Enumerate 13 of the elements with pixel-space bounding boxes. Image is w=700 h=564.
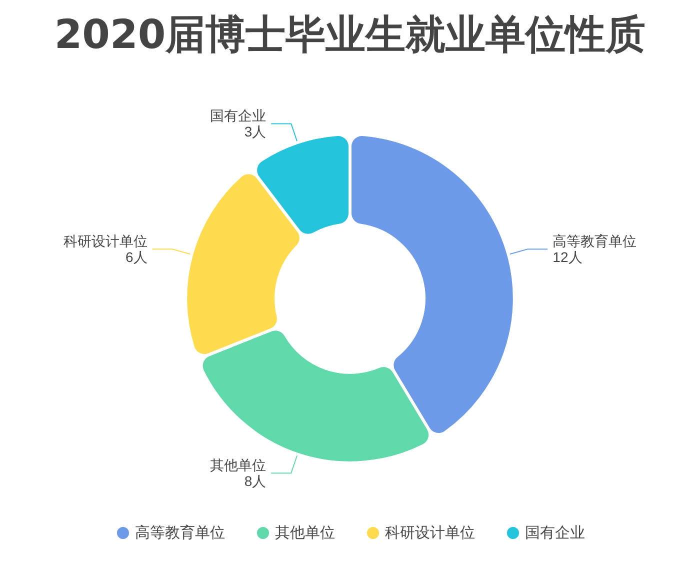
data-label: 3人: [244, 124, 266, 140]
legend-label: 科研设计单位: [385, 524, 475, 542]
slice-label: 科研设计单位: [63, 233, 148, 250]
data-label: 12人: [552, 249, 582, 266]
slice-label: 国有企业: [210, 108, 266, 124]
legend-label: 其他单位: [275, 524, 335, 542]
slice-label: 其他单位: [210, 457, 266, 474]
data-label: 8人: [244, 473, 266, 490]
slice-label: 高等教育单位: [552, 233, 637, 250]
legend-label: 高等教育单位: [135, 524, 225, 542]
chart-title: 2020届博士毕业生就业单位性质: [54, 12, 646, 58]
legend-label: 国有企业: [525, 524, 585, 542]
data-label: 6人: [126, 249, 148, 266]
